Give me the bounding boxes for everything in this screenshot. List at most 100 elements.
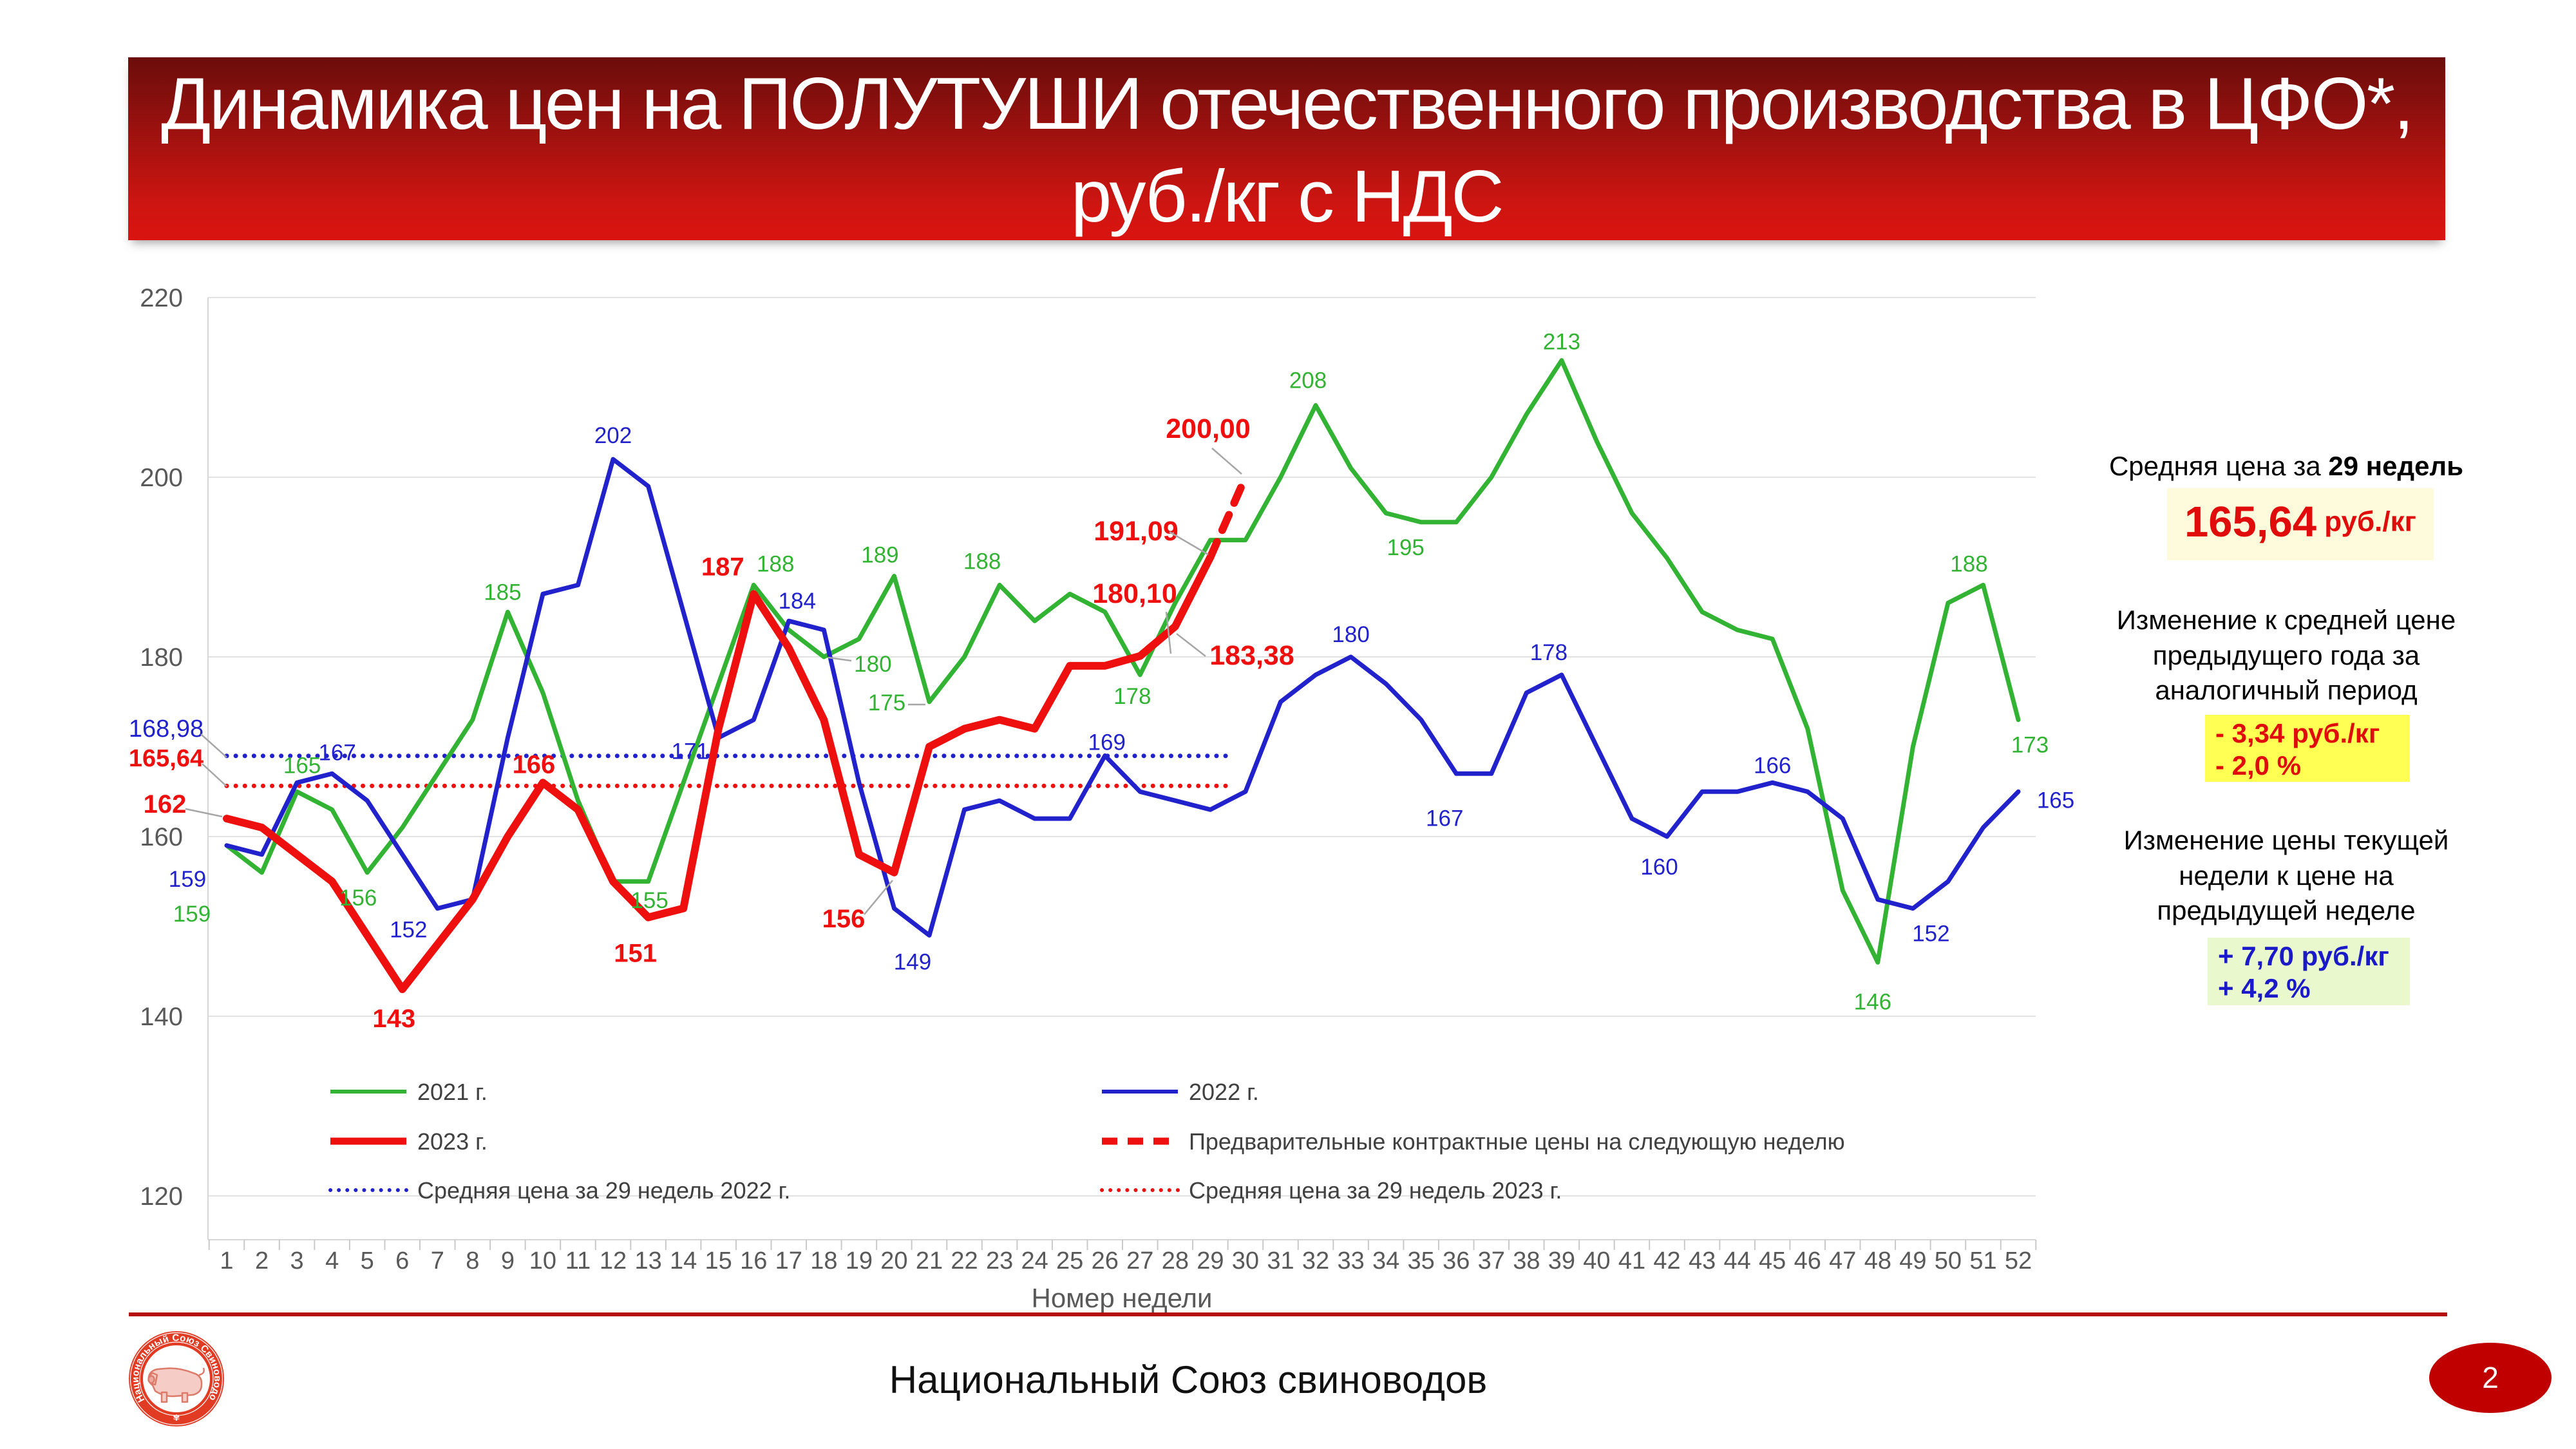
chart-text: 155 (630, 888, 668, 913)
chart-text: Номер недели (1031, 1283, 1212, 1313)
chart-text: 46 (1794, 1247, 1821, 1274)
chart-text: 187 (701, 553, 744, 581)
chart-text: 37 (1478, 1247, 1505, 1274)
chart-text: 202 (594, 423, 632, 448)
page-number-badge: 2 (2429, 1343, 2552, 1413)
chart-text: 41 (1618, 1247, 1645, 1274)
chart-text: 30 (1232, 1247, 1259, 1274)
chart-text: 44 (1724, 1247, 1751, 1274)
chart-text: 34 (1372, 1247, 1399, 1274)
chart-text: 191,09 (1094, 516, 1179, 547)
chart-text: 3 (290, 1247, 304, 1274)
logo-rosette: ✾ (173, 1413, 180, 1423)
chart-text: 149 (894, 949, 931, 974)
chart-text: 11 (565, 1247, 591, 1274)
chart-text: 160 (1640, 855, 1678, 880)
chart-text: 2023 г. (417, 1128, 488, 1155)
chart-text: 171 (671, 739, 708, 764)
chart-text: 8 (466, 1247, 479, 1274)
chart-text: 175 (868, 690, 905, 715)
chart-text: 16 (740, 1247, 767, 1274)
chart-text: Средняя цена за 29 недель 2022 г. (417, 1177, 790, 1204)
footer-divider (129, 1312, 2447, 1316)
chart-text: 200 (140, 464, 183, 492)
chart-text: 50 (1935, 1247, 1962, 1274)
chart-text: 162 (144, 790, 187, 819)
chart-text: 26 (1092, 1247, 1119, 1274)
chart-line (224, 358, 2021, 965)
chart-text: 49 (1899, 1247, 1926, 1274)
yoy-pct: - 2,0 % (2215, 750, 2302, 781)
chart-line (200, 734, 227, 758)
chart-line (223, 553, 1215, 994)
chart-text: 45 (1759, 1247, 1786, 1274)
chart-text: 2 (255, 1247, 269, 1274)
chart-text: 32 (1302, 1247, 1329, 1274)
yoy-caption-line: аналогичный период (2155, 675, 2418, 706)
chart-text: 18 (810, 1247, 837, 1274)
yoy-delta: - 3,34 руб./кг (2215, 718, 2380, 748)
chart-text: 48 (1864, 1247, 1891, 1274)
chart-text: 165 (283, 753, 321, 778)
title-bar: Динамика цен на ПОЛУТУШИ отечественного … (128, 57, 2445, 240)
avg-price-box: 165,64 руб./кг (2167, 488, 2434, 560)
chart-text: 9 (501, 1247, 515, 1274)
chart-line (1169, 531, 1209, 556)
chart-text: 151 (614, 940, 657, 968)
chart-text: 35 (1408, 1247, 1435, 1274)
avg-price-value: 165,64 (2184, 498, 2316, 546)
slide-title-line2: руб./кг с НДС (1070, 156, 1504, 238)
chart-text: 51 (1969, 1247, 1996, 1274)
chart-text: 167 (318, 740, 355, 765)
chart-text: 7 (431, 1247, 444, 1274)
chart-text: 15 (705, 1247, 732, 1274)
chart-text: 33 (1337, 1247, 1364, 1274)
pig-icon (147, 1367, 205, 1403)
chart-text: 183,38 (1209, 640, 1294, 671)
chart-text: Предварительные контрактные цены на след… (1189, 1128, 1845, 1155)
chart-text: 13 (634, 1247, 661, 1274)
chart-text: 188 (757, 551, 794, 576)
chart-text: 165 (2037, 788, 2074, 813)
chart-text: 12 (600, 1247, 627, 1274)
yoy-caption-line: предыдущего года за (2152, 639, 2420, 670)
chart-text: 4 (325, 1247, 339, 1274)
chart-text: 22 (951, 1247, 978, 1274)
chart-text: 14 (670, 1247, 697, 1274)
chart-text: 52 (2005, 1247, 2032, 1274)
chart-text: 160 (140, 823, 183, 851)
chart-text: 169 (1088, 730, 1126, 755)
chart-line (1176, 633, 1206, 657)
chart-text: 178 (1113, 684, 1151, 709)
avg-price-unit: руб./кг (2316, 506, 2416, 538)
chart-text: 152 (390, 918, 427, 943)
stats-panel: Средняя цена за 29 недель 165,64 руб./кг… (2058, 412, 2515, 1121)
chart-text: 140 (140, 1003, 183, 1031)
slide-title-line1: Динамика цен на ПОЛУТУШИ отечественного … (161, 63, 2414, 145)
chart-line (1206, 473, 1249, 562)
chart-text: 156 (822, 905, 866, 933)
wow-change-caption: Изменение цены текущей недели к цене на пр… (2123, 825, 2449, 926)
chart-text: 173 (2011, 733, 2049, 758)
chart-text: 27 (1126, 1247, 1153, 1274)
chart-text: 36 (1443, 1247, 1470, 1274)
chart-text: 180 (854, 652, 891, 677)
avg-price-title: Средняя цена за 29 недель (2058, 451, 2515, 482)
chart-text: 2021 г. (417, 1079, 488, 1105)
chart-text: 213 (1543, 330, 1580, 355)
chart-line (185, 808, 223, 818)
footer-organization: Национальный Союз свиноводов (889, 1358, 1488, 1401)
chart-text: 19 (846, 1247, 873, 1274)
chart-text: 5 (361, 1247, 374, 1274)
chart-text: 20 (880, 1247, 907, 1274)
chart-text: 31 (1267, 1247, 1294, 1274)
chart-text: 39 (1548, 1247, 1575, 1274)
chart-text: 120 (140, 1182, 183, 1211)
chart-text: 29 (1197, 1247, 1224, 1274)
union-logo: Национальный Союз Свиноводов ✾ (126, 1328, 224, 1426)
chart-text: 208 (1289, 368, 1327, 393)
chart-text: 195 (1387, 535, 1424, 560)
chart-text: 166 (1754, 753, 1791, 778)
